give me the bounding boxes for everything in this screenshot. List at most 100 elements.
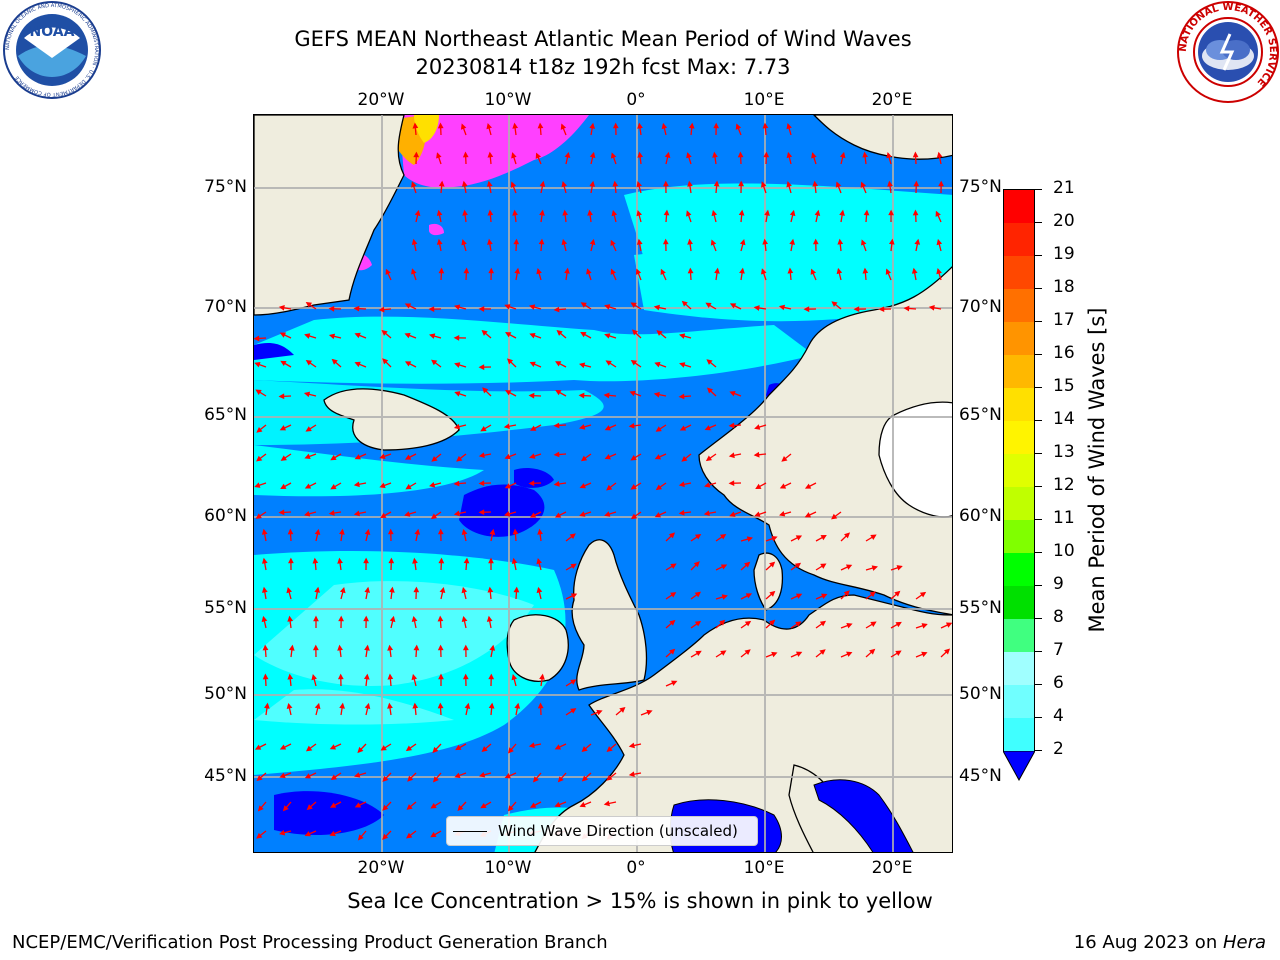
legend-line-swatch bbox=[453, 831, 487, 832]
wave-direction-arrowhead bbox=[631, 329, 638, 336]
wave-direction-arrowhead bbox=[895, 650, 902, 656]
colorbar-tick bbox=[1035, 552, 1042, 553]
wave-direction-arrowhead bbox=[438, 673, 444, 680]
wave-direction-arrowhead bbox=[878, 306, 885, 313]
wave-direction-arrowhead bbox=[286, 702, 293, 709]
wave-direction-arrowhead bbox=[753, 451, 760, 458]
colorbar-segment bbox=[1004, 454, 1034, 488]
wave-direction-arrowhead bbox=[754, 424, 761, 430]
wave-direction-arrowhead bbox=[655, 484, 663, 491]
wave-direction-arrowhead bbox=[870, 534, 877, 540]
wave-direction-arrowhead bbox=[261, 586, 268, 593]
wave-direction-arrowhead bbox=[456, 455, 463, 462]
wave-direction-arrowhead bbox=[313, 615, 319, 622]
wave-direction-arrowhead bbox=[629, 390, 636, 397]
wave-direction-arrowhead bbox=[480, 802, 487, 809]
wave-direction-arrowhead bbox=[481, 329, 488, 336]
wave-direction-arrowhead bbox=[429, 482, 436, 488]
wave-direction-arrowhead bbox=[256, 455, 263, 462]
wave-direction-arrowhead bbox=[436, 152, 442, 159]
wave-direction-arrowhead bbox=[912, 209, 919, 216]
wave-direction-arrowhead bbox=[314, 702, 321, 710]
wave-direction-arrowhead bbox=[411, 615, 418, 622]
wave-direction-arrowhead bbox=[811, 152, 817, 159]
graticule bbox=[254, 115, 952, 852]
wave-direction-arrowhead bbox=[256, 426, 263, 433]
wave-direction-arrowhead bbox=[686, 152, 692, 159]
colorbar-label: Mean Period of Wind Waves [s] bbox=[1085, 307, 1109, 633]
wave-direction-arrowhead bbox=[896, 565, 903, 571]
wave-direction-arrowhead bbox=[461, 586, 468, 594]
colorbar-segment bbox=[1004, 388, 1034, 422]
lat-label-right: 50°N bbox=[959, 684, 1002, 704]
wave-direction-arrowhead bbox=[704, 482, 711, 488]
wave-direction-arrowhead bbox=[305, 426, 312, 432]
lon-label-bottom: 0° bbox=[626, 858, 646, 878]
wave-direction-arrowhead bbox=[670, 592, 677, 598]
wave-direction-arrowhead bbox=[382, 833, 389, 840]
wave-direction-arrowhead bbox=[428, 306, 435, 312]
wave-direction-arrowhead bbox=[637, 122, 643, 129]
wave-direction-arrowhead bbox=[312, 557, 319, 564]
wave-direction-arrowhead bbox=[569, 533, 576, 540]
wave-direction-arrowhead bbox=[379, 453, 386, 459]
wave-direction-arrowhead bbox=[412, 702, 419, 709]
wave-direction-arrowhead bbox=[554, 744, 562, 750]
wave-direction-arrowhead bbox=[553, 306, 560, 313]
wave-direction-arrowhead bbox=[786, 123, 792, 130]
wave-direction-arrowhead bbox=[430, 513, 438, 520]
wave-direction-arrowhead bbox=[478, 306, 485, 312]
wave-direction-arrowhead bbox=[385, 268, 391, 275]
wave-direction-arrowhead bbox=[606, 484, 613, 491]
wave-direction-arrowhead bbox=[261, 615, 268, 623]
wave-direction-arrowhead bbox=[537, 528, 543, 535]
wave-direction-arrowhead bbox=[506, 358, 514, 365]
wave-direction-arrowhead bbox=[653, 391, 660, 398]
wave-direction-arrowhead bbox=[338, 615, 344, 622]
wave-direction-arrowhead bbox=[378, 306, 385, 313]
wave-direction-arrowhead bbox=[887, 180, 893, 187]
wave-direction-arrowhead bbox=[329, 744, 337, 750]
wave-direction-arrowhead bbox=[844, 532, 851, 539]
wave-direction-arrowhead bbox=[503, 423, 510, 430]
wave-direction-arrowhead bbox=[513, 586, 520, 593]
wave-direction-arrowhead bbox=[706, 359, 713, 365]
wave-direction-arrowhead bbox=[913, 180, 920, 187]
wave-direction-arrowhead bbox=[769, 619, 776, 626]
wave-direction-arrowhead bbox=[539, 180, 546, 187]
wave-direction-arrowhead bbox=[936, 268, 942, 275]
wave-direction-arrowhead bbox=[436, 238, 443, 245]
wave-direction-arrowhead bbox=[529, 333, 536, 339]
colorbar-tick-label: 6 bbox=[1053, 673, 1064, 693]
colorbar-tick bbox=[1035, 453, 1042, 454]
wave-direction-arrowhead bbox=[436, 209, 443, 216]
wave-direction-arrowhead bbox=[353, 481, 360, 488]
wave-direction-arrowhead bbox=[462, 673, 469, 680]
wave-direction-arrowhead bbox=[478, 509, 485, 516]
wave-direction-arrowhead bbox=[363, 557, 369, 564]
wave-direction-arrowhead bbox=[382, 358, 389, 365]
wave-direction-arrowhead bbox=[354, 332, 361, 339]
wave-direction-arrowhead bbox=[911, 267, 918, 274]
wave-direction-arrowhead bbox=[655, 426, 662, 432]
wave-direction-arrowhead bbox=[413, 151, 420, 158]
wave-direction-arrowhead bbox=[505, 332, 512, 338]
lat-label-left: 75°N bbox=[204, 177, 247, 197]
wave-direction-arrowhead bbox=[771, 535, 778, 542]
colorbar-tick bbox=[1035, 750, 1042, 751]
wave-direction-arrowhead bbox=[610, 152, 617, 159]
wave-direction-arrowhead bbox=[354, 361, 361, 368]
wave-direction-arrowhead bbox=[454, 391, 461, 397]
wave-direction-arrowhead bbox=[845, 564, 853, 570]
colorbar-segment bbox=[1004, 718, 1034, 752]
colorbar-tick-label: 13 bbox=[1053, 442, 1075, 462]
wave-direction-arrowhead bbox=[745, 593, 753, 599]
wave-direction-arrowhead bbox=[580, 332, 587, 338]
wave-direction-arrowhead bbox=[532, 776, 539, 783]
wave-direction-arrowhead bbox=[706, 387, 713, 394]
wave-direction-arrowhead bbox=[935, 210, 941, 217]
wave-direction-arrowhead bbox=[804, 512, 812, 518]
wave-direction-arrowhead bbox=[914, 238, 921, 245]
wave-direction-arrowhead bbox=[453, 335, 460, 341]
wave-direction-arrowhead bbox=[605, 360, 612, 366]
